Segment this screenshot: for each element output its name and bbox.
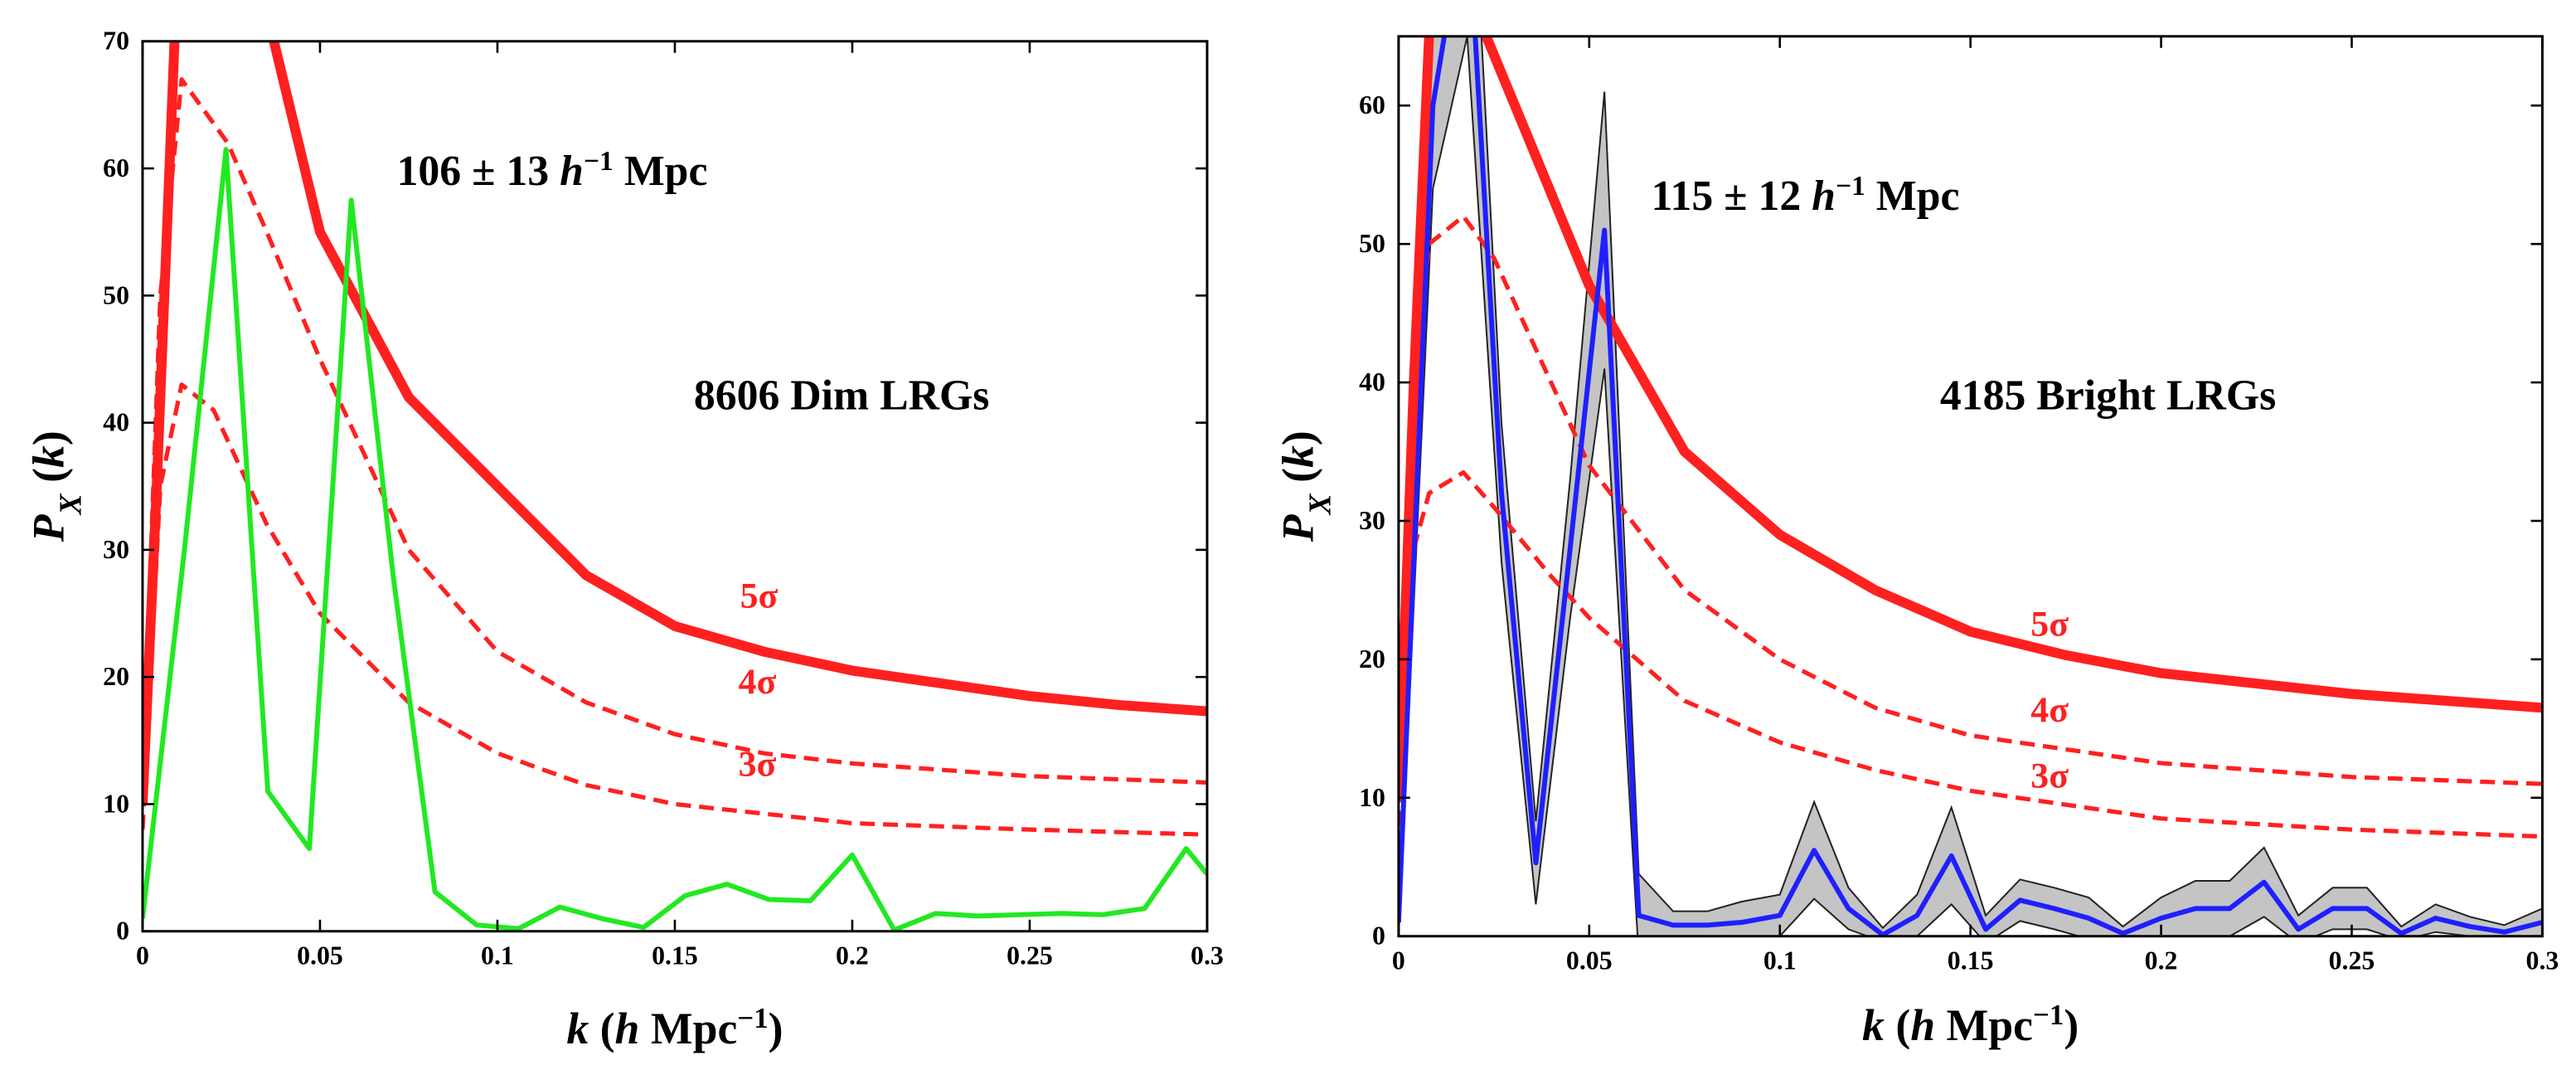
label-part: h [1910, 1000, 1935, 1050]
label-part: k [566, 1004, 589, 1053]
y-tick-label: 30 [103, 535, 129, 564]
label-part: 106 ± 13 [397, 148, 560, 195]
label-part: ( [23, 468, 73, 494]
label-part: −1 [584, 145, 614, 176]
label-part: −1 [737, 1002, 768, 1034]
x-tick-label: 0.1 [1763, 946, 1797, 975]
label-part: Mpc [639, 1004, 737, 1053]
label-part: ( [1273, 468, 1322, 494]
y-tick-label: 70 [103, 27, 129, 56]
x-tick-label: 0.25 [2329, 946, 2375, 975]
label-part: h [560, 148, 584, 195]
curve-label: 4σ [739, 662, 777, 702]
label-part: Mpc [1935, 1000, 2033, 1050]
curve-label: 3σ [2030, 756, 2069, 796]
label-part: P [23, 513, 73, 542]
label-part: X [53, 493, 88, 515]
label-part: h [1812, 173, 1836, 220]
label-part: Mpc [614, 148, 708, 195]
y-tick-label: 0 [1372, 922, 1385, 951]
plot-area [142, 41, 1207, 931]
x-tick-label: 0.15 [1948, 946, 1994, 975]
y-tick-label: 60 [1359, 90, 1385, 119]
x-tick-label: 0 [136, 941, 149, 970]
y-tick-label: 30 [1359, 506, 1385, 535]
y-axis-label: PX (k) [1273, 430, 1337, 542]
y-tick-label: 50 [1359, 229, 1385, 258]
label-part: h [615, 1004, 640, 1053]
data-line [142, 147, 1207, 931]
label-part: k [23, 445, 73, 468]
data-line [1398, 36, 2543, 936]
curve-label: 5σ [2030, 604, 2069, 644]
annotation: 115 ± 12 h−1 Mpc [1651, 170, 1959, 220]
x-tick-label: 0.05 [1566, 946, 1613, 975]
data-line [142, 382, 1207, 837]
x-axis-label: k (h Mpc−1) [1862, 999, 2079, 1051]
x-tick-label: 0.05 [297, 941, 343, 970]
label-part: ) [2064, 1000, 2079, 1050]
label-part: 8606 Dim LRGs [694, 372, 990, 420]
label-part: ) [769, 1004, 783, 1053]
label-part: P [1273, 513, 1322, 542]
plot-area [1398, 36, 2543, 936]
data-line [142, 77, 1207, 785]
x-tick-label: 0.3 [1191, 941, 1224, 970]
annotation: 4185 Bright LRGs [1940, 372, 2276, 420]
y-tick-label: 40 [103, 408, 129, 437]
label-part: ( [1885, 1000, 1910, 1050]
error-band [1398, 36, 2543, 936]
y-tick-label: 50 [103, 280, 129, 309]
x-tick-label: 0 [1392, 946, 1405, 975]
x-tick-label: 0.1 [481, 941, 514, 970]
y-tick-label: 20 [1359, 644, 1385, 674]
y-tick-label: 20 [103, 662, 129, 691]
label-part: k [1862, 1000, 1885, 1050]
y-tick-label: 60 [103, 153, 129, 182]
label-part: ( [589, 1004, 614, 1053]
label-part: k [1273, 445, 1322, 468]
curve-label: 4σ [2030, 690, 2069, 730]
y-tick-label: 0 [116, 917, 129, 946]
label-part: −1 [1836, 170, 1865, 201]
x-tick-label: 0.2 [2145, 946, 2178, 975]
curve-label: 5σ [740, 576, 779, 616]
label-part: 115 ± 12 [1651, 173, 1812, 220]
label-part: 4185 Bright LRGs [1940, 372, 2276, 420]
annotation: 8606 Dim LRGs [694, 372, 990, 420]
label-part: −1 [2033, 999, 2064, 1031]
x-tick-label: 0.2 [836, 941, 869, 970]
y-tick-label: 10 [1359, 783, 1385, 812]
y-tick-label: 40 [1359, 367, 1385, 396]
x-tick-label: 0.25 [1007, 941, 1053, 970]
label-part: X [1303, 493, 1337, 515]
curve-label: 3σ [739, 745, 777, 785]
y-axis-label: PX (k) [23, 430, 88, 542]
label-part: ) [23, 430, 73, 445]
data-line [1398, 214, 2543, 798]
x-axis-label: k (h Mpc−1) [566, 1002, 783, 1054]
data-line [1398, 469, 2543, 839]
y-tick-label: 10 [103, 789, 129, 818]
label-part: Mpc [1865, 173, 1960, 220]
x-tick-label: 0.3 [2526, 946, 2559, 975]
annotation: 106 ± 13 h−1 Mpc [397, 145, 708, 195]
x-tick-label: 0.15 [652, 941, 698, 970]
label-part: ) [1273, 430, 1322, 445]
